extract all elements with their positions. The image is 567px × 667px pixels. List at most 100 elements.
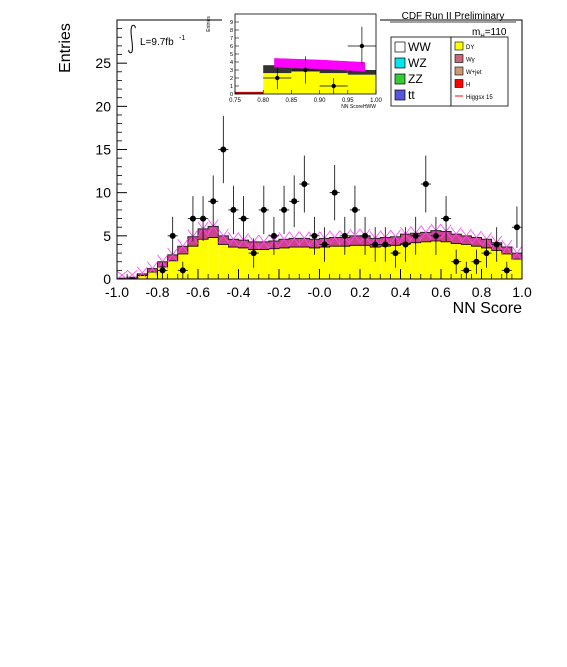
legend-swatch bbox=[454, 66, 464, 76]
inset-y-title: Entries bbox=[206, 16, 212, 32]
inset-x-tick-label: 0.80 bbox=[257, 98, 269, 104]
legend-label: WW bbox=[408, 40, 431, 54]
inset-data-point bbox=[359, 43, 365, 49]
inset-y-ticks: 0 1 2 3 4 5 6 7 8 9 bbox=[230, 20, 239, 98]
inset-y-tick-label: 6 bbox=[230, 44, 233, 50]
y-tick-label: 20 bbox=[95, 98, 111, 114]
bar-other-bkg bbox=[279, 239, 290, 248]
x-tick-label: -0.4 bbox=[226, 284, 250, 300]
x-axis-ticks: -1.0 -0.8 -0.6 -0.4 -0.2 -0.0 0.2 0.4 0.6 0.8 1.0 bbox=[105, 269, 532, 300]
bar-other-bkg bbox=[208, 226, 219, 238]
bar-dy bbox=[511, 259, 522, 279]
x-tick-label: -1.0 bbox=[105, 284, 129, 300]
inset-y-tick-label: 4 bbox=[230, 60, 233, 66]
integral-icon bbox=[128, 24, 136, 54]
inset-x-tick-label: 0.95 bbox=[342, 98, 354, 104]
x-tick-label: -0.0 bbox=[307, 284, 331, 300]
x-tick-label: 0.4 bbox=[391, 284, 411, 300]
y-tick-label: 25 bbox=[95, 55, 111, 71]
lumi-text: L=9.7fb bbox=[140, 37, 174, 48]
data-point bbox=[382, 241, 389, 248]
bar-other-bkg bbox=[187, 236, 198, 247]
y-tick-label: 0 bbox=[103, 271, 111, 287]
inset-plot: 0 1 2 3 4 5 6 7 8 9 0.75 0.80 0.85 0.90 0.95 1.00 Entr… bbox=[206, 10, 382, 110]
data-point bbox=[362, 232, 369, 239]
bar-dy bbox=[370, 247, 381, 279]
inset-uncertainty-band bbox=[274, 58, 365, 72]
legend-label: DY bbox=[466, 45, 474, 51]
lumi-exponent: -1 bbox=[179, 35, 185, 42]
x-tick-label: 0.2 bbox=[350, 284, 370, 300]
x-tick-label: -0.2 bbox=[267, 284, 291, 300]
inset-y-tick-label: 9 bbox=[230, 20, 233, 26]
bar-dy bbox=[339, 246, 350, 279]
band-hatch bbox=[116, 270, 128, 280]
bar-dy bbox=[228, 247, 239, 279]
inset-bar-dy bbox=[347, 74, 376, 94]
legend-swatch bbox=[394, 41, 406, 53]
bar-other-bkg bbox=[349, 235, 360, 246]
legend-swatch bbox=[454, 54, 464, 63]
bar-dy bbox=[319, 247, 330, 279]
data-point bbox=[169, 232, 176, 239]
data-point bbox=[493, 241, 500, 248]
bar-dy bbox=[410, 242, 421, 279]
bar-dy bbox=[299, 247, 310, 279]
bar-dy bbox=[329, 246, 340, 279]
bar-other-bkg bbox=[258, 241, 269, 250]
legend-label: Higgsx 15 bbox=[466, 95, 493, 101]
data-point bbox=[351, 206, 358, 213]
data-point bbox=[220, 146, 227, 153]
legend-swatch bbox=[394, 57, 406, 69]
data-point bbox=[513, 224, 520, 231]
bar-dy bbox=[289, 247, 300, 279]
bar-dy bbox=[258, 249, 269, 279]
band-hatch bbox=[278, 232, 290, 247]
data-point bbox=[402, 241, 409, 248]
inset-band-fill bbox=[274, 58, 365, 72]
data-point bbox=[240, 215, 247, 222]
inset-y-tick-label: 0 bbox=[230, 92, 233, 98]
legend-swatch bbox=[454, 41, 464, 51]
legend-panel: CDF Run II Preliminary mH=110 WWWZZZttDY… bbox=[390, 11, 516, 107]
inset-y-tick-label: 1 bbox=[230, 84, 233, 90]
bar-dy bbox=[137, 275, 148, 279]
bar-other-bkg bbox=[218, 235, 229, 245]
x-axis-title: NN Score bbox=[453, 300, 522, 317]
bar-dy bbox=[441, 241, 452, 279]
legend-label: WZ bbox=[408, 56, 427, 70]
inset-y-tick-label: 5 bbox=[230, 52, 233, 58]
x-tick-label: 0.8 bbox=[472, 284, 492, 300]
bar-other-bkg bbox=[147, 268, 158, 273]
bar-dy bbox=[268, 248, 279, 279]
data-point bbox=[179, 267, 186, 274]
data-point bbox=[260, 206, 267, 213]
bar-other-bkg bbox=[289, 238, 300, 248]
bar-other-bkg bbox=[238, 240, 249, 248]
data-point bbox=[453, 258, 460, 265]
data-point bbox=[412, 232, 419, 239]
bar-other-bkg bbox=[137, 273, 148, 276]
data-point bbox=[432, 232, 439, 239]
legend-swatch bbox=[454, 79, 464, 88]
inset-y-tick-label: 2 bbox=[230, 76, 233, 82]
bar-other-bkg bbox=[501, 247, 512, 254]
data-point bbox=[200, 215, 207, 222]
bar-other-bkg bbox=[299, 238, 310, 248]
data-point bbox=[473, 258, 480, 265]
y-tick-label: 10 bbox=[95, 185, 111, 201]
inset-x-tick-label: 0.90 bbox=[314, 98, 326, 104]
bar-dy bbox=[187, 246, 198, 279]
x-tick-label: 0.6 bbox=[431, 284, 451, 300]
bar-dy bbox=[380, 246, 391, 279]
band-hatch bbox=[349, 228, 361, 243]
bar-dy bbox=[218, 244, 229, 279]
inset-bar-other bbox=[235, 92, 264, 94]
band-hatch bbox=[217, 228, 229, 243]
data-point bbox=[270, 232, 277, 239]
legend-swatch bbox=[394, 73, 406, 85]
legend-swatch bbox=[394, 89, 406, 101]
bar-other-bkg bbox=[451, 234, 462, 244]
